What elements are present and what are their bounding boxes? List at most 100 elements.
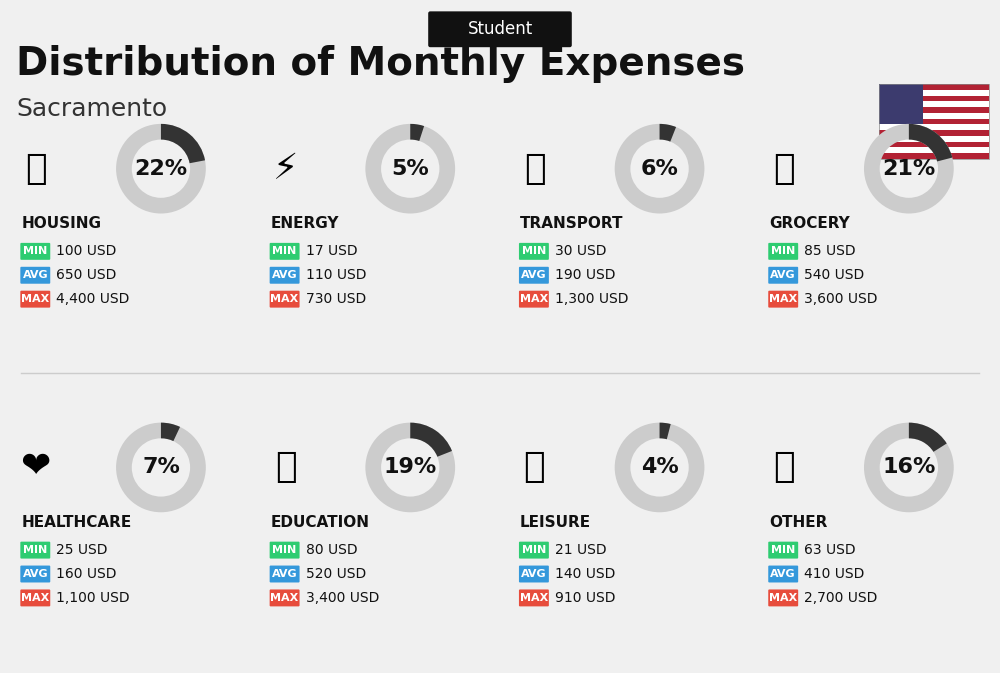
Text: ❤️: ❤️: [21, 450, 51, 485]
Text: AVG: AVG: [22, 569, 48, 579]
Wedge shape: [864, 124, 954, 213]
Text: MIN: MIN: [23, 545, 47, 555]
FancyBboxPatch shape: [20, 267, 50, 284]
FancyBboxPatch shape: [768, 267, 798, 284]
FancyBboxPatch shape: [20, 291, 50, 308]
Text: 540 USD: 540 USD: [804, 269, 864, 282]
Wedge shape: [161, 423, 180, 441]
FancyBboxPatch shape: [879, 84, 989, 90]
FancyBboxPatch shape: [879, 96, 989, 101]
Wedge shape: [161, 124, 205, 164]
Text: MIN: MIN: [522, 246, 546, 256]
Text: MIN: MIN: [771, 246, 795, 256]
FancyBboxPatch shape: [519, 590, 549, 606]
Text: 100 USD: 100 USD: [56, 244, 117, 258]
FancyBboxPatch shape: [879, 130, 989, 136]
Text: AVG: AVG: [272, 569, 297, 579]
Text: TRANSPORT: TRANSPORT: [520, 216, 623, 231]
Text: 22%: 22%: [134, 159, 188, 179]
Wedge shape: [116, 124, 206, 213]
Text: 650 USD: 650 USD: [56, 269, 117, 282]
Text: AVG: AVG: [272, 271, 297, 280]
Text: HOUSING: HOUSING: [21, 216, 101, 231]
FancyBboxPatch shape: [519, 542, 549, 559]
FancyBboxPatch shape: [879, 113, 989, 118]
Text: 🎓: 🎓: [275, 450, 296, 485]
Text: AVG: AVG: [770, 569, 796, 579]
Wedge shape: [116, 423, 206, 512]
Text: 140 USD: 140 USD: [555, 567, 615, 581]
Text: 5%: 5%: [391, 159, 429, 179]
Text: 7%: 7%: [142, 458, 180, 477]
Text: MAX: MAX: [769, 593, 797, 603]
FancyBboxPatch shape: [519, 565, 549, 582]
Text: 🏢: 🏢: [25, 151, 47, 186]
FancyBboxPatch shape: [270, 267, 300, 284]
Text: 85 USD: 85 USD: [804, 244, 856, 258]
Text: 17 USD: 17 USD: [306, 244, 357, 258]
Wedge shape: [660, 124, 676, 141]
Text: MIN: MIN: [522, 545, 546, 555]
Text: OTHER: OTHER: [769, 515, 828, 530]
FancyBboxPatch shape: [768, 590, 798, 606]
Text: Distribution of Monthly Expenses: Distribution of Monthly Expenses: [16, 45, 745, 83]
Text: ENERGY: ENERGY: [271, 216, 339, 231]
Wedge shape: [365, 124, 455, 213]
Text: 🛒: 🛒: [773, 151, 795, 186]
Wedge shape: [410, 423, 452, 457]
FancyBboxPatch shape: [270, 542, 300, 559]
FancyBboxPatch shape: [20, 590, 50, 606]
Text: EDUCATION: EDUCATION: [271, 515, 370, 530]
Text: 4,400 USD: 4,400 USD: [56, 292, 130, 306]
FancyBboxPatch shape: [879, 125, 989, 130]
Text: ⚡: ⚡: [273, 151, 298, 186]
FancyBboxPatch shape: [519, 267, 549, 284]
Text: MAX: MAX: [270, 294, 299, 304]
Text: 4%: 4%: [641, 458, 678, 477]
FancyBboxPatch shape: [879, 101, 989, 107]
Wedge shape: [410, 124, 424, 141]
Text: AVG: AVG: [521, 569, 547, 579]
FancyBboxPatch shape: [879, 84, 923, 125]
Text: MAX: MAX: [270, 593, 299, 603]
Text: 30 USD: 30 USD: [555, 244, 606, 258]
Wedge shape: [615, 124, 704, 213]
Wedge shape: [864, 423, 954, 512]
FancyBboxPatch shape: [768, 243, 798, 260]
FancyBboxPatch shape: [20, 243, 50, 260]
Text: 21%: 21%: [882, 159, 935, 179]
Text: 190 USD: 190 USD: [555, 269, 615, 282]
Text: MAX: MAX: [21, 593, 49, 603]
Text: MIN: MIN: [272, 246, 297, 256]
FancyBboxPatch shape: [270, 590, 300, 606]
Text: 410 USD: 410 USD: [804, 567, 865, 581]
Text: AVG: AVG: [521, 271, 547, 280]
FancyBboxPatch shape: [519, 243, 549, 260]
Text: MIN: MIN: [23, 246, 47, 256]
Text: 1,300 USD: 1,300 USD: [555, 292, 628, 306]
Text: 25 USD: 25 USD: [56, 543, 108, 557]
FancyBboxPatch shape: [879, 153, 989, 159]
Text: 910 USD: 910 USD: [555, 591, 615, 605]
Text: MAX: MAX: [520, 593, 548, 603]
FancyBboxPatch shape: [270, 565, 300, 582]
Text: AVG: AVG: [770, 271, 796, 280]
Text: MIN: MIN: [771, 545, 795, 555]
Wedge shape: [365, 423, 455, 512]
Text: MAX: MAX: [769, 294, 797, 304]
Text: 3,400 USD: 3,400 USD: [306, 591, 379, 605]
FancyBboxPatch shape: [879, 90, 989, 96]
Text: 3,600 USD: 3,600 USD: [804, 292, 878, 306]
Text: GROCERY: GROCERY: [769, 216, 850, 231]
Text: 520 USD: 520 USD: [306, 567, 366, 581]
Text: Student: Student: [467, 20, 533, 38]
Text: 80 USD: 80 USD: [306, 543, 357, 557]
FancyBboxPatch shape: [879, 147, 989, 153]
Wedge shape: [909, 124, 952, 162]
Text: 1,100 USD: 1,100 USD: [56, 591, 130, 605]
FancyBboxPatch shape: [270, 243, 300, 260]
Wedge shape: [909, 423, 947, 452]
FancyBboxPatch shape: [879, 107, 989, 113]
Text: MAX: MAX: [21, 294, 49, 304]
FancyBboxPatch shape: [270, 291, 300, 308]
